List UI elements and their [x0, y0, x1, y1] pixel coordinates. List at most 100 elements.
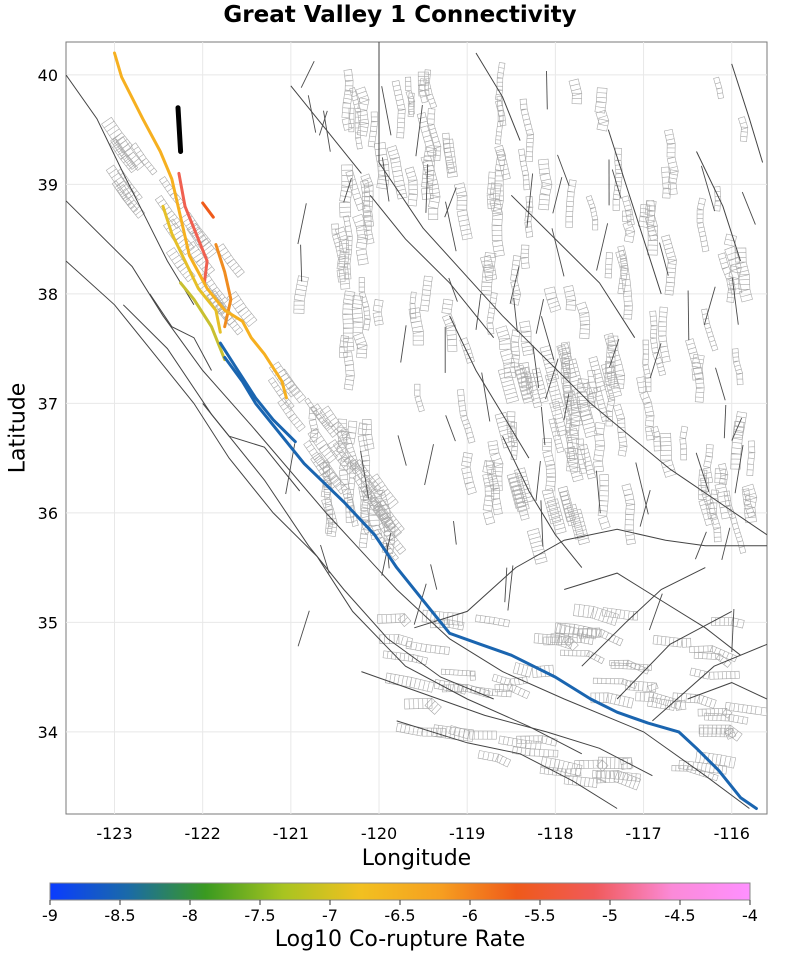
fault-surface: [340, 428, 360, 470]
fault-surface: [494, 411, 516, 449]
rupture-yellow-coastal: [113, 51, 288, 400]
fault-surface: [420, 154, 441, 220]
fault-trace: [703, 286, 716, 326]
fault-trace: [300, 61, 315, 88]
y-tick-label: 36: [38, 504, 58, 523]
colorbar-tick-label: -5: [602, 906, 618, 925]
fault-surface: [590, 692, 634, 709]
fault-surface: [512, 746, 559, 758]
fault-trace: [545, 358, 559, 400]
x-tick-label: -120: [361, 824, 397, 843]
fault-surface: [579, 443, 596, 480]
fault-surface: [717, 252, 736, 303]
fault-surface: [101, 116, 134, 154]
fault-trace: [290, 85, 362, 174]
fault-surface: [609, 659, 650, 675]
x-tick-label: -117: [625, 824, 661, 843]
fault-trace: [731, 277, 739, 325]
fault-surface: [724, 701, 767, 717]
fault-surface: [419, 275, 433, 312]
fault-trace: [609, 338, 620, 368]
fault-surface: [510, 255, 521, 306]
fault-trace: [424, 444, 434, 486]
fault-trace: [649, 343, 662, 379]
fault-trace: [445, 201, 457, 252]
fault-surface: [746, 440, 756, 477]
colorbar-tick-label: -5.5: [524, 906, 555, 925]
fault-surfaces: [101, 62, 767, 791]
fault-surface: [555, 623, 601, 639]
fault-surface: [742, 483, 758, 524]
fault-surface: [594, 87, 608, 114]
fault-surface: [474, 614, 510, 628]
fault-surface: [560, 649, 605, 665]
fault-surface: [482, 460, 496, 526]
fault-trace: [502, 435, 583, 568]
fault-surface: [612, 403, 628, 457]
fault-surface: [664, 128, 679, 196]
fault-surface: [541, 488, 562, 525]
fault-trace: [552, 177, 563, 214]
fault-trace: [741, 191, 756, 225]
fault-surface: [489, 182, 505, 257]
fault-trace: [323, 110, 331, 152]
fault-trace: [639, 489, 651, 527]
colorbar-tick-label: -8.5: [104, 906, 135, 925]
colorbar-tick-label: -7: [322, 906, 338, 925]
fault-trace: [540, 500, 544, 547]
fault-surface: [586, 369, 597, 407]
fault-surface: [307, 427, 338, 464]
fault-trace: [581, 567, 706, 667]
fault-trace: [635, 462, 649, 515]
fault-surface: [515, 367, 535, 404]
fault-surface: [568, 396, 582, 436]
fault-surface: [453, 182, 473, 241]
fault-trace: [551, 228, 565, 277]
fault-trace: [723, 404, 727, 439]
fault-surface: [310, 452, 342, 489]
fault-trace: [510, 194, 636, 338]
fault-surface: [367, 111, 378, 148]
fault-surface: [697, 707, 733, 719]
x-axis-title: Longitude: [361, 846, 472, 871]
fault-surface: [491, 673, 528, 687]
fault-surface: [549, 400, 568, 437]
fault-surface: [293, 275, 309, 314]
fault-surface: [109, 138, 139, 174]
fault-surface: [326, 439, 357, 475]
fault-surface: [116, 184, 146, 219]
fault-trace: [396, 720, 618, 809]
fault-surface: [497, 367, 519, 404]
fault-surface: [714, 468, 733, 520]
fault-trace: [481, 372, 491, 422]
fault-surface: [576, 401, 598, 438]
fault-surface: [540, 756, 583, 777]
fault-surface: [391, 80, 406, 139]
fault-surface: [642, 339, 652, 392]
x-tick-label: -119: [449, 824, 485, 843]
fault-trace: [648, 593, 663, 631]
fault-surface: [679, 425, 689, 461]
fault-surface: [130, 142, 158, 176]
fault-surface: [480, 254, 494, 296]
fault-surface: [593, 386, 610, 422]
fault-trace: [66, 260, 583, 755]
fault-trace: [378, 42, 767, 536]
fault-surface: [506, 411, 517, 442]
colorbar-tick-label: -4.5: [664, 906, 695, 925]
fault-trace: [596, 223, 609, 271]
fault-trace: [300, 244, 303, 282]
fault-surface: [592, 677, 638, 689]
x-tick-label: -122: [185, 824, 221, 843]
fault-trace: [318, 110, 328, 136]
rupture-source-section: [175, 105, 184, 154]
fault-traces: [66, 42, 767, 809]
x-tick-label: -123: [96, 824, 132, 843]
fault-surface: [516, 735, 558, 747]
fault-surface: [331, 223, 346, 283]
fault-surface: [621, 195, 635, 226]
fault-surface: [414, 383, 425, 413]
fault-surface: [510, 329, 521, 368]
fault-trace: [540, 406, 546, 446]
fault-trace: [535, 299, 544, 334]
